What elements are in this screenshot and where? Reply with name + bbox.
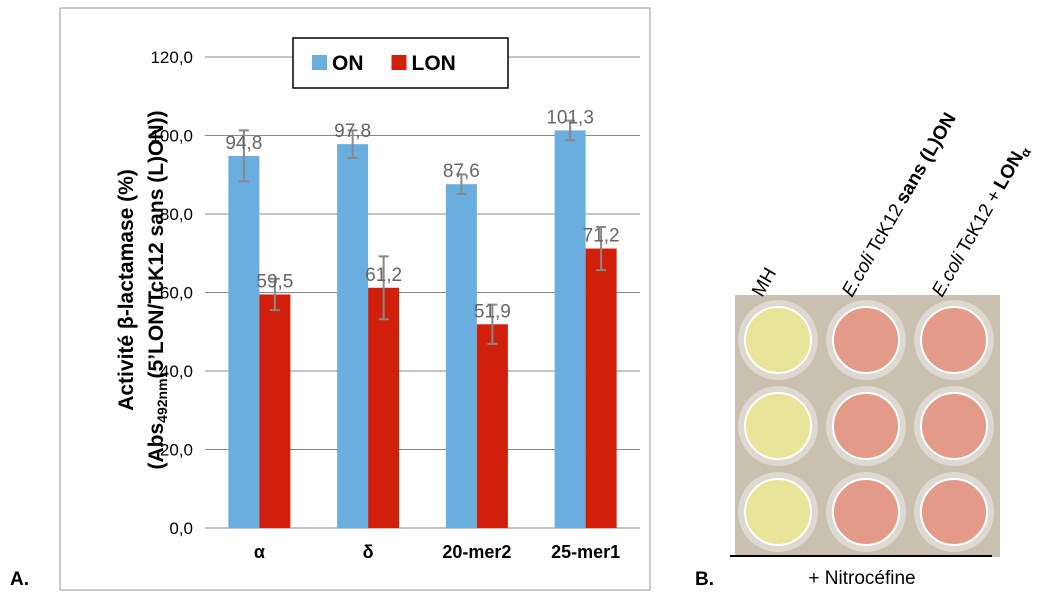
value-label: 101,3: [546, 107, 594, 128]
well-liquid: [744, 392, 812, 460]
legend-swatch: [391, 55, 407, 70]
panel-label: B.: [695, 569, 714, 590]
error-bar: [487, 303, 498, 345]
value-label: 59,5: [256, 271, 293, 292]
bar: [337, 144, 369, 528]
y-axis-title: Activité β-lactamase (%) (Abs492nm(5’LON…: [115, 110, 170, 469]
y-title-sub: 492nm: [154, 378, 170, 422]
well-liquid: [832, 306, 900, 374]
value-label: 87,6: [443, 161, 480, 182]
y-tick-label: 0,0: [169, 519, 193, 538]
photo: + Nitrocéfine MH E.coliTcK12sans (L)ON E…: [730, 109, 1034, 589]
caption: + Nitrocéfine: [808, 568, 915, 589]
wells: [738, 300, 994, 552]
y-tick-label: 20,0: [160, 441, 193, 460]
y-title-part: (5’LON/TcK12 sans (L)ON)): [145, 110, 168, 378]
value-label: 94,8: [225, 133, 262, 154]
y-tick-label: 120,0: [150, 48, 193, 67]
legend-swatch: [312, 55, 327, 70]
well-liquid: [744, 478, 812, 546]
label-part: E.coli: [928, 249, 970, 300]
legend-label: ON: [332, 52, 364, 75]
value-label: 97,8: [334, 121, 371, 142]
x-tick-label: δ: [363, 542, 374, 562]
x-tick-label: 25-mer1: [551, 542, 620, 562]
plot: 0,0 20,0 40,0 60,0 80,0 100,0 120,0 α 94,8 59,5 δ 9…: [150, 37, 640, 562]
error-bar: [596, 225, 607, 272]
error-bar: [565, 119, 576, 142]
y-tick-label: 80,0: [160, 205, 193, 224]
error-bar: [456, 173, 467, 195]
error-bar: [238, 129, 249, 183]
column-label: E.coliTcK12 +LONα: [928, 141, 1034, 301]
bar: [259, 294, 291, 528]
legend-label: LON: [412, 52, 456, 75]
value-label: 71,2: [583, 226, 620, 247]
error-bar: [378, 255, 389, 321]
y-tick-label: 40,0: [160, 362, 193, 381]
y-title-line: Activité β-lactamase (%): [115, 169, 138, 411]
x-tick-label: α: [254, 542, 265, 562]
bar: [554, 130, 586, 528]
well-liquid: [920, 392, 988, 460]
bar: [228, 155, 260, 528]
well-liquid: [832, 478, 900, 546]
well-liquid: [832, 392, 900, 460]
y-title-part: (Abs: [145, 423, 168, 470]
chart-frame: [59, 7, 651, 591]
y-title-line: (Abs492nm(5’LON/TcK12 sans (L)ON)): [145, 110, 170, 469]
label-part: sans (L)ON: [892, 109, 961, 207]
bar: [368, 287, 400, 528]
well-liquid: [920, 306, 988, 374]
well-liquid: [744, 306, 812, 374]
well-liquid: [920, 478, 988, 546]
bar: [476, 324, 508, 528]
label-part: E.coli: [838, 249, 880, 300]
error-bar: [269, 277, 280, 312]
error-bar: [347, 129, 358, 159]
x-tick-label: 20-mer2: [442, 542, 511, 562]
y-tick-label: 100,0: [150, 127, 193, 146]
value-label: 51,9: [474, 301, 511, 322]
value-label: 61,2: [365, 265, 402, 286]
bar: [445, 184, 477, 529]
bar: [585, 248, 617, 529]
label-part: TcK12 +: [953, 186, 1006, 256]
y-tick-label: 60,0: [160, 284, 193, 303]
panel-label: A.: [10, 569, 29, 590]
label-part: TcK12: [863, 201, 908, 257]
